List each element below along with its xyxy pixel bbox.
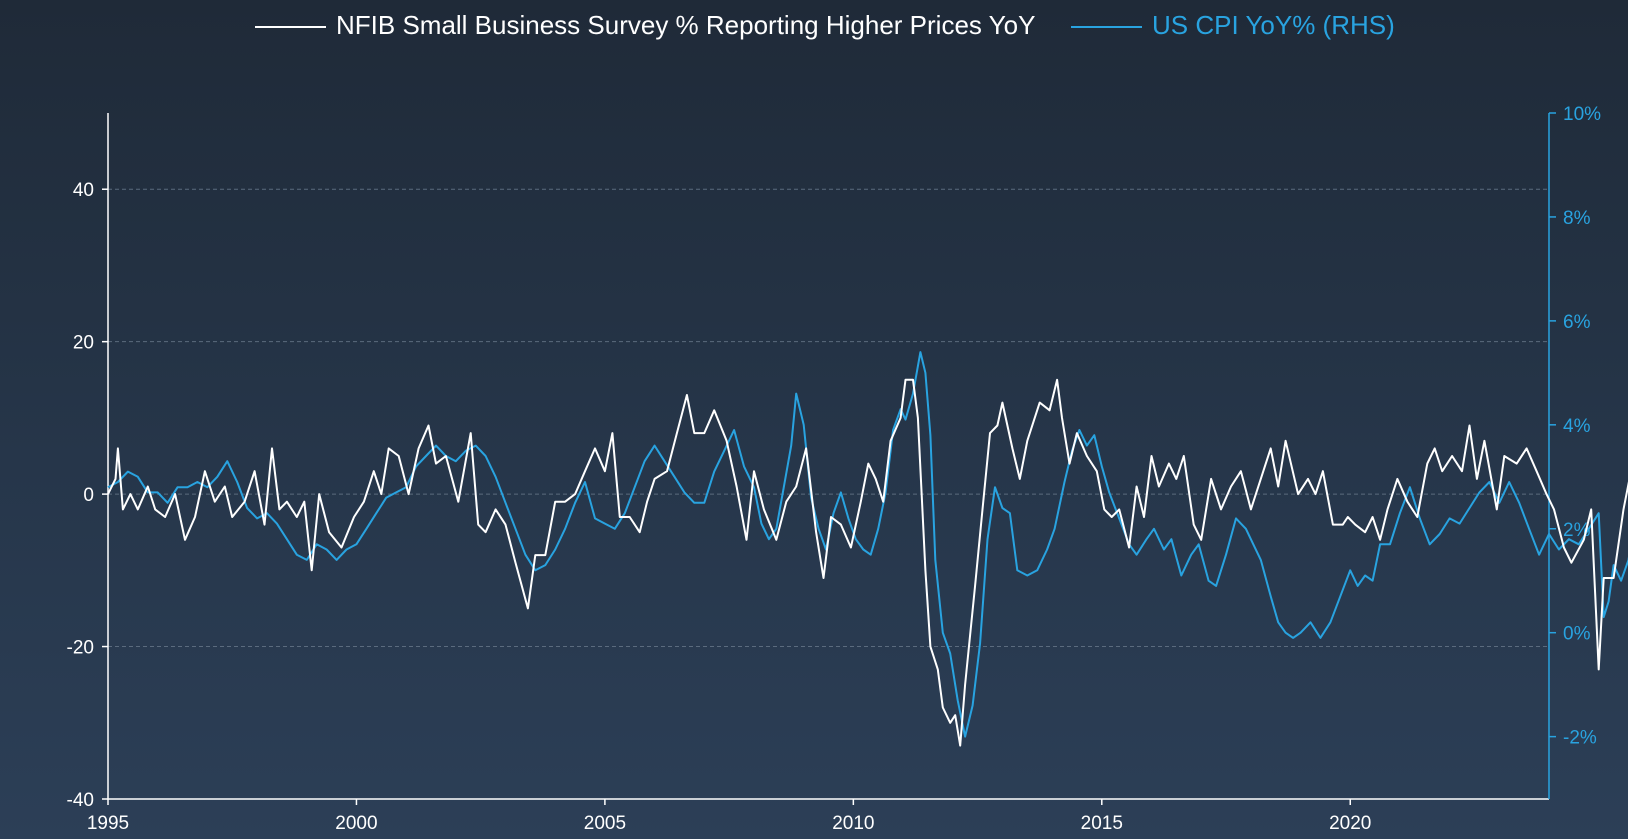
grid-lines [108,188,1549,648]
right-tick-label: 4% [1563,416,1591,437]
left-tick-label: 0 [83,485,94,506]
x-tick-label: 2020 [1329,813,1371,834]
x-tick-label: 2000 [335,813,377,834]
right-tick-label: 8% [1563,208,1591,229]
series-lines [107,351,1628,747]
left-tick-label: -20 [67,638,94,659]
series-line-cpi [107,351,1628,738]
x-tick-label: 2005 [584,813,626,834]
right-tick-label: 6% [1563,312,1591,333]
x-tick-label: 2010 [832,813,874,834]
legend-label-cpi: US CPI YoY% (RHS) [1152,10,1395,40]
legend-label-nfib: NFIB Small Business Survey % Reporting H… [336,10,1035,40]
right-tick-label: 10% [1563,104,1601,125]
left-tick-label: 40 [73,180,94,201]
series-line-nfib [107,378,1628,747]
right-tick-label: -2% [1563,728,1597,749]
left-tick-label: -40 [67,790,94,811]
x-tick-label: 1995 [87,813,129,834]
x-tick-label: 2015 [1081,813,1123,834]
right-tick-label: 0% [1563,624,1591,645]
left-tick-label: 20 [73,333,94,354]
legend: NFIB Small Business Survey % Reporting H… [255,10,1395,40]
